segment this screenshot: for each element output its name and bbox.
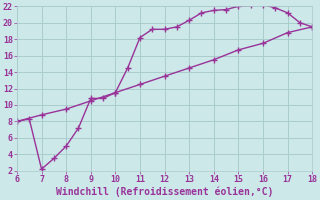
X-axis label: Windchill (Refroidissement éolien,°C): Windchill (Refroidissement éolien,°C) — [56, 187, 273, 197]
